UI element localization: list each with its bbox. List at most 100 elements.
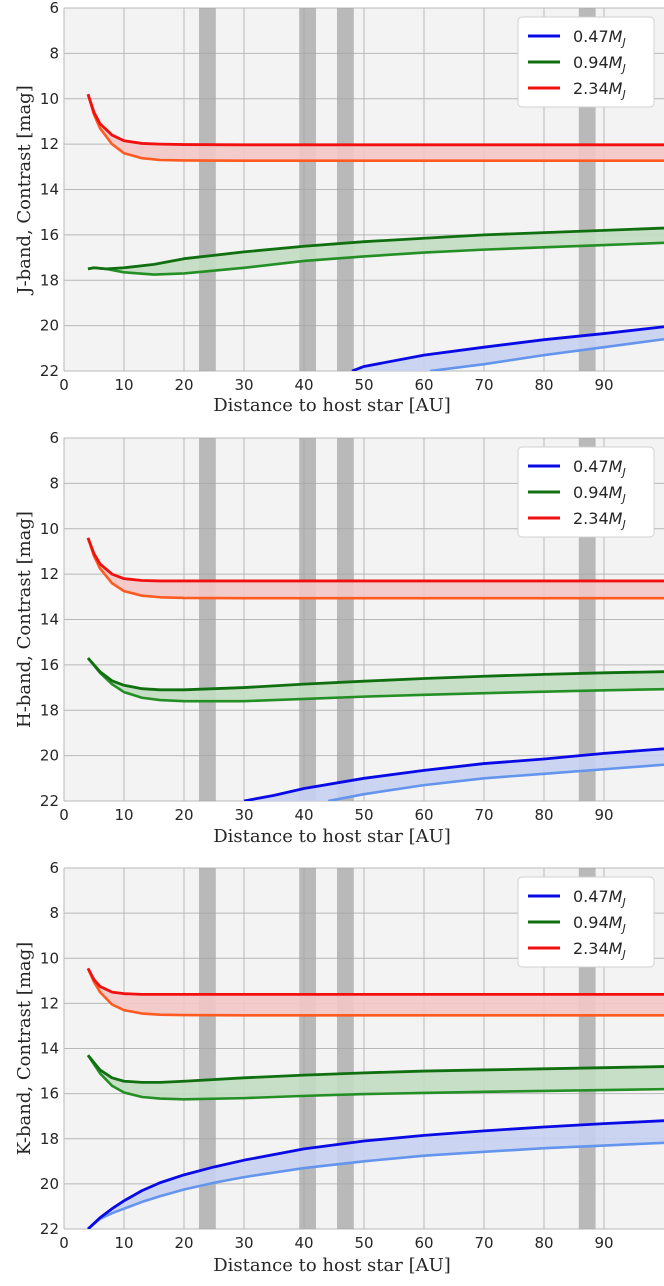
x-tick-label: 40 xyxy=(294,806,313,824)
gray-band xyxy=(337,868,354,1229)
legend-label: 0.94MJ xyxy=(573,53,626,75)
y-tick-label: 20 xyxy=(40,1175,59,1193)
legend-box xyxy=(517,446,655,538)
x-tick-label: 50 xyxy=(354,806,373,824)
x-tick-label: 0 xyxy=(59,806,69,824)
y-tick-label: 10 xyxy=(40,949,59,967)
x-tick-label: 70 xyxy=(474,1234,493,1252)
panel-2: 0 10 20 30 40 50 60 70 80 90 6 8 10 12 14 16 18 20 22 Dista… xyxy=(14,429,664,847)
x-tick-label: 20 xyxy=(174,376,193,394)
x-tick-label: 70 xyxy=(474,806,493,824)
legend-label: 2.34MJ xyxy=(573,939,626,961)
series-fill xyxy=(352,326,664,371)
legend-label: 2.34MJ xyxy=(573,79,626,101)
x-axis-label: Distance to host star [AU] xyxy=(213,1255,451,1276)
y-tick-label: 16 xyxy=(40,226,59,244)
y-tick-label: 12 xyxy=(40,994,59,1012)
x-tick-label: 40 xyxy=(294,1234,313,1252)
x-tick-label: 30 xyxy=(234,806,253,824)
series-line-lower xyxy=(86,537,664,600)
y-tick-label: 22 xyxy=(40,362,59,380)
x-tick-label: 50 xyxy=(354,1234,373,1252)
series-line-upper xyxy=(86,967,664,996)
legend-box xyxy=(517,16,655,108)
panel-3: 0 10 20 30 40 50 60 70 80 90 6 8 10 12 14 16 18 20 22 Dista… xyxy=(14,859,664,1276)
y-axis-label: J-band, Contrast [mag] xyxy=(14,85,35,295)
y-tick-label: 20 xyxy=(40,317,59,335)
y-tick-label: 8 xyxy=(49,474,59,492)
gray-band xyxy=(299,868,316,1229)
series-line-lower xyxy=(327,763,664,801)
series-fill xyxy=(88,968,664,1016)
legend-label: 0.94MJ xyxy=(573,913,626,935)
y-tick-label: 12 xyxy=(40,565,59,583)
y-tick-label: 16 xyxy=(40,1085,59,1103)
x-tick-label: 60 xyxy=(414,1234,433,1252)
series-line-upper xyxy=(86,537,664,583)
series-fill xyxy=(244,748,664,801)
series-line-upper xyxy=(86,657,664,692)
x-tick-label: 0 xyxy=(59,1234,69,1252)
x-tick-label: 90 xyxy=(594,806,613,824)
legend-label: 0.47MJ xyxy=(573,457,626,479)
x-tick-label: 60 xyxy=(414,806,433,824)
x-tick-label: 90 xyxy=(594,1234,613,1252)
series-line-lower xyxy=(87,1141,664,1229)
x-tick-label: 10 xyxy=(114,1234,133,1252)
gray-band xyxy=(299,8,316,371)
plot-area xyxy=(86,93,664,371)
y-tick-label: 8 xyxy=(49,44,59,62)
series-line-upper xyxy=(351,325,664,371)
series-fill xyxy=(88,537,664,599)
series-fill xyxy=(88,228,664,275)
x-tick-label: 30 xyxy=(234,1234,253,1252)
series-line-lower xyxy=(86,967,664,1017)
series-line-lower xyxy=(429,337,664,371)
series-line-lower xyxy=(86,93,664,162)
y-tick-label: 6 xyxy=(49,0,59,17)
series-line-upper xyxy=(86,1054,664,1084)
y-tick-label: 14 xyxy=(40,611,59,629)
x-tick-label: 20 xyxy=(174,1234,193,1252)
plot-area xyxy=(86,967,664,1229)
y-tick-label: 8 xyxy=(49,904,59,922)
plot-area xyxy=(86,537,664,801)
series-fill xyxy=(88,1055,664,1100)
y-axis-label: H-band, Contrast [mag] xyxy=(14,511,35,728)
gray-band xyxy=(299,438,316,801)
legend-box xyxy=(517,876,655,968)
y-tick-label: 22 xyxy=(40,1220,59,1238)
series-line-upper xyxy=(87,226,664,271)
x-axis-label: Distance to host star [AU] xyxy=(213,395,451,416)
series-line-upper xyxy=(86,93,664,147)
x-tick-label: 30 xyxy=(234,376,253,394)
x-tick-label: 90 xyxy=(594,376,613,394)
y-tick-label: 16 xyxy=(40,656,59,674)
x-tick-label: 10 xyxy=(114,376,133,394)
series-line-upper xyxy=(243,747,664,801)
y-tick-label: 14 xyxy=(40,181,59,199)
gray-band xyxy=(199,438,216,801)
legend-label: 0.47MJ xyxy=(573,887,626,909)
gray-band xyxy=(199,8,216,371)
series-fill xyxy=(88,1120,664,1229)
series-line-lower xyxy=(86,657,664,703)
y-tick-label: 12 xyxy=(40,135,59,153)
x-tick-label: 60 xyxy=(414,376,433,394)
x-tick-label: 10 xyxy=(114,806,133,824)
y-tick-label: 6 xyxy=(49,859,59,877)
x-tick-label: 50 xyxy=(354,376,373,394)
y-tick-label: 18 xyxy=(40,1130,59,1148)
y-tick-label: 6 xyxy=(49,429,59,447)
x-tick-label: 20 xyxy=(174,806,193,824)
x-tick-label: 80 xyxy=(534,806,553,824)
x-tick-label: 0 xyxy=(59,376,69,394)
y-tick-label: 20 xyxy=(40,747,59,765)
gray-band xyxy=(337,8,354,371)
legend-label: 0.47MJ xyxy=(573,27,626,49)
gray-band xyxy=(199,868,216,1229)
series-fill xyxy=(88,658,664,702)
x-tick-label: 80 xyxy=(534,1234,553,1252)
x-tick-label: 70 xyxy=(474,376,493,394)
